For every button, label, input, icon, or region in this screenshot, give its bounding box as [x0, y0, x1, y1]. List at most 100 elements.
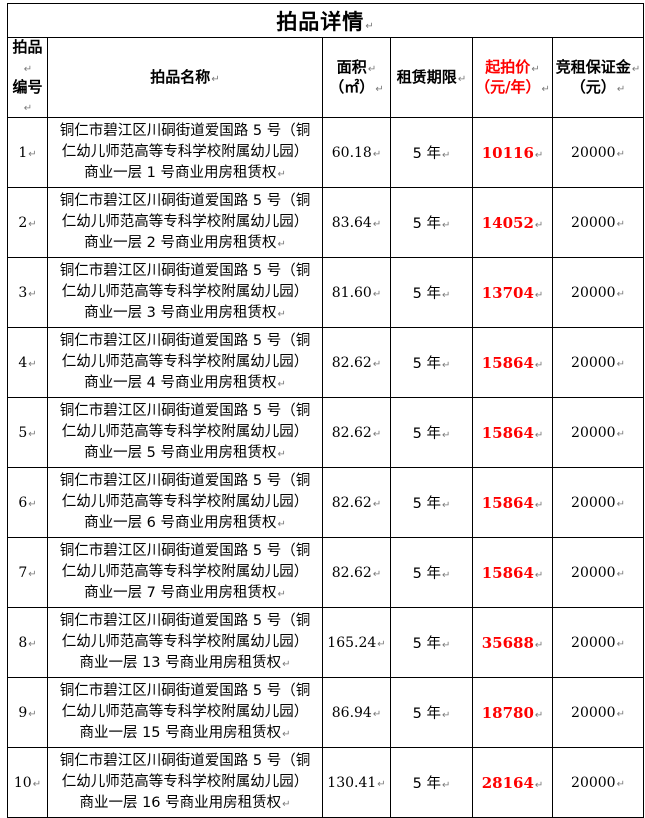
item-name-text: 铜仁市碧江区川硐街道爱国路 5 号（铜 — [59, 122, 311, 139]
table-row: 3↵ 铜仁市碧江区川硐街道爱国路 5 号（铜 仁幼儿师范高等专科学校附属幼儿园） 商业… — [7, 257, 645, 329]
cell-item-number: 9↵ — [7, 677, 48, 749]
paragraph-mark-icon: ↵ — [616, 778, 625, 790]
cell-area: 82.62↵ — [322, 327, 391, 399]
paragraph-mark-icon: ↵ — [441, 150, 451, 162]
table-row: 5↵ 铜仁市碧江区川硐街道爱国路 5 号（铜 仁幼儿师范高等专科学校附属幼儿园） 商业… — [7, 397, 645, 469]
paragraph-mark-icon: ↵ — [28, 638, 37, 650]
cell-lease-term-text: 5 年 — [412, 146, 441, 163]
item-name-text: 仁幼儿师范高等专科学校附属幼儿园） — [61, 703, 309, 720]
paragraph-mark-icon: ↵ — [457, 73, 467, 85]
cell-lease-term: 5 年↵ — [390, 467, 473, 539]
cell-area-text: 82.62 — [331, 424, 372, 441]
cell-lease-term-text: 5 年 — [412, 216, 441, 233]
item-name-line: 商业一层 16 号商业用房租赁权↵ — [48, 793, 322, 814]
paragraph-mark-icon: ↵ — [28, 708, 37, 720]
cell-deposit-text: 20000 — [571, 284, 616, 301]
header-line-wrap: （元/年）↵ — [473, 78, 552, 98]
paragraph-mark-icon: ↵ — [534, 499, 544, 511]
header-line-wrap: 竞租保证金↵ — [553, 58, 643, 78]
cell-deposit-text: 20000 — [571, 774, 616, 791]
item-name-text: 仁幼儿师范高等专科学校附属幼儿园） — [61, 143, 309, 160]
column-header-price: 起拍价↵ （元/年）↵ — [472, 36, 553, 119]
paragraph-mark-icon: ↵ — [534, 779, 544, 791]
paragraph-mark-icon: ↵ — [372, 358, 382, 370]
paragraph-mark-icon: ↵ — [377, 638, 386, 650]
header-line-wrap: （元）↵ — [553, 78, 643, 98]
item-name-line: 仁幼儿师范高等专科学校附属幼儿园） — [48, 142, 322, 163]
cell-lease-term-text: 5 年 — [412, 636, 441, 653]
item-name-text: 仁幼儿师范高等专科学校附属幼儿园） — [61, 563, 309, 580]
column-header-line: 面积 — [336, 57, 367, 76]
paragraph-mark-icon: ↵ — [28, 428, 37, 440]
paragraph-mark-icon: ↵ — [277, 169, 286, 181]
cell-lease-term: 5 年↵ — [390, 257, 473, 329]
cell-area-text: 165.24 — [327, 634, 377, 651]
header-line-wrap: （㎡）↵ — [323, 78, 390, 98]
cell-lease-term-text: 5 年 — [412, 356, 441, 373]
cell-lease-term: 5 年↵ — [390, 187, 473, 259]
cell-starting-price: 10116↵ — [472, 117, 553, 189]
item-number-text: 1 — [18, 144, 28, 161]
item-name-line: 商业一层 3 号商业用房租赁权↵ — [48, 303, 322, 324]
item-name-line: 铜仁市碧江区川硐街道爱国路 5 号（铜 — [48, 751, 322, 772]
cell-lease-term: 5 年↵ — [390, 397, 473, 469]
paragraph-mark-icon: ↵ — [375, 83, 384, 95]
item-name-text: 仁幼儿师范高等专科学校附属幼儿园） — [61, 423, 309, 440]
cell-deposit-text: 20000 — [571, 354, 616, 371]
paragraph-mark-icon: ↵ — [616, 288, 625, 300]
cell-starting-price-text: 13704 — [481, 283, 534, 302]
paragraph-mark-icon: ↵ — [441, 570, 451, 582]
paragraph-mark-icon: ↵ — [441, 780, 451, 792]
item-name-text: 铜仁市碧江区川硐街道爱国路 5 号（铜 — [59, 542, 311, 559]
paragraph-mark-icon: ↵ — [616, 83, 626, 95]
cell-deposit: 20000↵ — [551, 117, 645, 189]
paragraph-mark-icon: ↵ — [441, 640, 451, 652]
paragraph-mark-icon: ↵ — [277, 449, 286, 461]
cell-item-number: 4↵ — [7, 327, 48, 399]
table-body: 拍品详情↵ 拍品↵ 编号↵ 拍品名称↵ 面积↵ （㎡）↵ 租赁期限↵ 起拍价↵ （元/年）↵ 竞… — [6, 3, 645, 818]
table-row: 6↵ 铜仁市碧江区川硐街道爱国路 5 号（铜 仁幼儿师范高等专科学校附属幼儿园） 商业… — [7, 467, 645, 539]
cell-starting-price-text: 14052 — [481, 213, 534, 232]
item-name-text: 商业一层 15 号商业用房租赁权 — [79, 725, 282, 742]
column-header-name: 拍品名称↵ — [47, 36, 323, 119]
cell-deposit-text: 20000 — [571, 564, 616, 581]
item-name-line: 铜仁市碧江区川硐街道爱国路 5 号（铜 — [48, 401, 322, 422]
cell-area-text: 130.41 — [327, 774, 377, 791]
paragraph-mark-icon: ↵ — [534, 289, 544, 301]
cell-starting-price: 15864↵ — [472, 397, 553, 469]
item-name-text: 商业一层 4 号商业用房租赁权 — [84, 375, 277, 392]
cell-deposit: 20000↵ — [551, 397, 645, 469]
paragraph-mark-icon: ↵ — [28, 358, 37, 370]
paragraph-mark-icon: ↵ — [441, 710, 451, 722]
column-header-line: 拍品名称 — [150, 67, 211, 86]
paragraph-mark-icon: ↵ — [377, 778, 386, 790]
cell-area-text: 81.60 — [331, 284, 372, 301]
item-name-text: 商业一层 2 号商业用房租赁权 — [84, 235, 277, 252]
item-number-text: 7 — [18, 564, 28, 581]
cell-lease-term-text: 5 年 — [412, 776, 441, 793]
cell-lease-term: 5 年↵ — [390, 607, 473, 679]
paragraph-mark-icon: ↵ — [277, 239, 286, 251]
paragraph-mark-icon: ↵ — [616, 358, 625, 370]
cell-starting-price: 15864↵ — [472, 327, 553, 399]
page-title-text: 拍品详情 — [276, 8, 365, 34]
cell-starting-price: 15864↵ — [472, 467, 553, 539]
paragraph-mark-icon: ↵ — [282, 659, 291, 671]
cell-area-text: 83.64 — [331, 214, 372, 231]
cell-lease-term: 5 年↵ — [390, 327, 473, 399]
header-line-wrap: 拍品名称↵ — [48, 68, 322, 88]
table-row: 4↵ 铜仁市碧江区川硐街道爱国路 5 号（铜 仁幼儿师范高等专科学校附属幼儿园） 商业… — [7, 327, 645, 399]
item-name-text: 商业一层 13 号商业用房租赁权 — [79, 655, 282, 672]
cell-item-name: 铜仁市碧江区川硐街道爱国路 5 号（铜 仁幼儿师范高等专科学校附属幼儿园） 商业一层… — [47, 397, 323, 469]
cell-area: 83.64↵ — [322, 187, 391, 259]
cell-starting-price-text: 28164 — [481, 773, 534, 792]
cell-item-number: 10↵ — [7, 747, 48, 818]
item-name-line: 仁幼儿师范高等专科学校附属幼儿园） — [48, 562, 322, 583]
item-number-text: 9 — [18, 704, 28, 721]
paragraph-mark-icon: ↵ — [28, 498, 37, 510]
item-name-text: 商业一层 16 号商业用房租赁权 — [79, 795, 282, 812]
cell-deposit-text: 20000 — [571, 634, 616, 651]
item-name-line: 仁幼儿师范高等专科学校附属幼儿园） — [48, 282, 322, 303]
paragraph-mark-icon: ↵ — [631, 63, 641, 75]
cell-starting-price: 14052↵ — [472, 187, 553, 259]
